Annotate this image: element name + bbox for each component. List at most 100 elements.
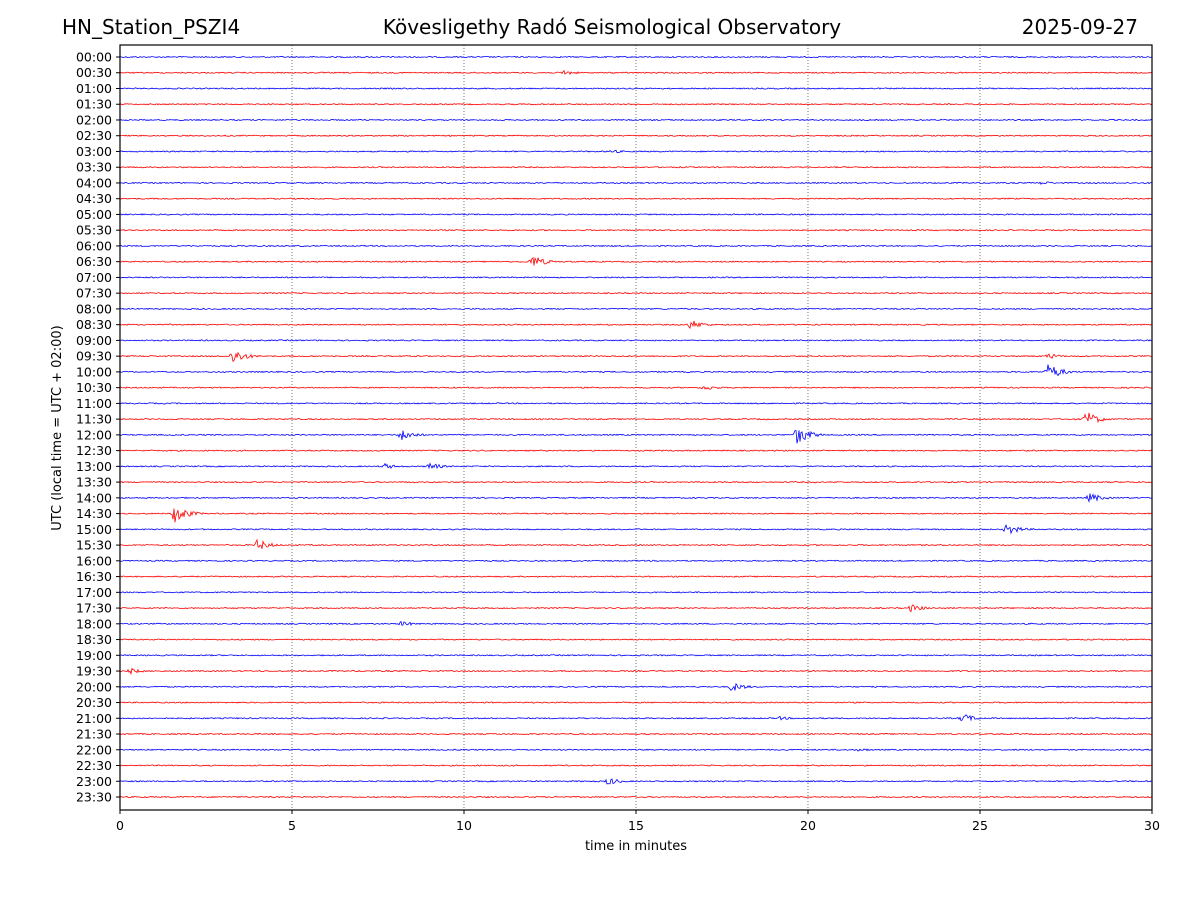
y-tick-label: 16:30 [76,569,112,584]
trace-0900 [119,339,1153,342]
y-tick-label: 08:30 [76,317,112,332]
y-tick-label: 21:00 [76,711,112,726]
y-tick-label: 17:00 [76,585,112,600]
y-tick-label: 11:00 [76,396,112,411]
y-axis-ticks: 00:0000:3001:0001:3002:0002:3003:0003:30… [76,50,120,805]
trace-0000 [119,55,1153,59]
y-tick-label: 15:30 [76,538,112,553]
y-tick-label: 12:00 [76,427,112,442]
trace-2000 [119,682,1153,691]
y-tick-label: 15:00 [76,522,112,537]
trace-1130 [119,412,1153,424]
trace-1200 [119,430,1153,444]
trace-2330 [119,795,1153,799]
trace-0230 [119,134,1153,137]
y-axis-label: UTC (local time = UTC + 02:00) [50,325,65,530]
trace-1900 [119,654,1153,657]
x-tick-label: 25 [972,818,988,833]
y-tick-label: 08:00 [76,301,112,316]
x-tick-label: 30 [1144,818,1160,833]
trace-1730 [119,604,1153,613]
trace-1430 [119,508,1153,523]
y-tick-label: 05:30 [76,223,112,238]
trace-2130 [119,732,1153,736]
trace-2100 [119,714,1153,722]
y-tick-label: 06:00 [76,238,112,253]
y-tick-label: 10:00 [76,364,112,379]
trace-1630 [119,575,1153,578]
y-tick-label: 18:00 [76,616,112,631]
y-tick-label: 20:30 [76,695,112,710]
y-tick-label: 16:00 [76,553,112,568]
y-tick-label: 14:00 [76,490,112,505]
trace-0730 [119,292,1153,295]
trace-1800 [119,620,1153,626]
y-tick-label: 06:30 [76,254,112,269]
trace-1700 [119,591,1153,594]
y-tick-label: 09:00 [76,333,112,348]
y-tick-label: 07:30 [76,286,112,301]
y-tick-label: 04:00 [76,175,112,190]
y-tick-label: 13:30 [76,475,112,490]
y-tick-label: 19:30 [76,664,112,679]
y-tick-label: 20:00 [76,679,112,694]
trace-0330 [119,166,1153,169]
y-tick-label: 18:30 [76,632,112,647]
trace-1330 [119,480,1153,484]
trace-0830 [119,320,1153,329]
y-tick-label: 03:00 [76,144,112,159]
trace-2230 [119,764,1153,767]
grid-lines [291,45,981,810]
trace-0630 [119,257,1153,266]
traces [119,55,1153,799]
trace-1930 [119,667,1153,676]
y-tick-label: 00:30 [76,65,112,80]
y-tick-label: 00:00 [76,50,112,65]
trace-2200 [119,748,1153,752]
y-tick-label: 09:30 [76,349,112,364]
y-tick-label: 07:00 [76,270,112,285]
trace-1230 [119,449,1153,452]
y-tick-label: 22:30 [76,758,112,773]
trace-0600 [119,244,1153,248]
x-tick-label: 10 [456,818,472,833]
y-tick-label: 21:30 [76,727,112,742]
trace-0130 [119,103,1153,106]
y-tick-label: 17:30 [76,601,112,616]
trace-1000 [119,364,1153,377]
trace-0200 [119,118,1153,122]
x-axis-ticks: 0 5 10 15 20 25 30 [116,810,1160,833]
trace-1300 [119,462,1153,470]
trace-0400 [119,181,1153,185]
trace-0100 [119,87,1153,90]
y-tick-label: 02:30 [76,128,112,143]
y-tick-label: 22:00 [76,742,112,757]
trace-1400 [119,493,1153,503]
x-axis-label: time in minutes [585,839,687,854]
station-title: HN_Station_PSZI4 [62,15,241,39]
y-tick-label: 01:00 [76,81,112,96]
y-tick-label: 23:00 [76,774,112,789]
x-tick-label: 5 [288,818,296,833]
date-title: 2025-09-27 [1021,15,1138,39]
y-tick-label: 04:30 [76,191,112,206]
x-tick-label: 15 [628,818,644,833]
trace-1500 [119,523,1153,535]
trace-0430 [119,197,1153,200]
observatory-title: Kövesligethy Radó Seismological Observat… [382,15,842,39]
trace-0030 [119,69,1153,76]
y-tick-label: 02:00 [76,112,112,127]
y-tick-label: 10:30 [76,380,112,395]
y-tick-label: 03:30 [76,160,112,175]
y-tick-label: 13:00 [76,459,112,474]
trace-0930 [119,351,1153,363]
trace-1600 [119,559,1153,562]
trace-1100 [119,402,1153,405]
y-tick-label: 23:30 [76,790,112,805]
trace-1830 [119,638,1153,641]
y-tick-label: 05:00 [76,207,112,222]
trace-0300 [119,149,1153,153]
y-tick-label: 19:00 [76,648,112,663]
trace-2030 [119,701,1153,704]
